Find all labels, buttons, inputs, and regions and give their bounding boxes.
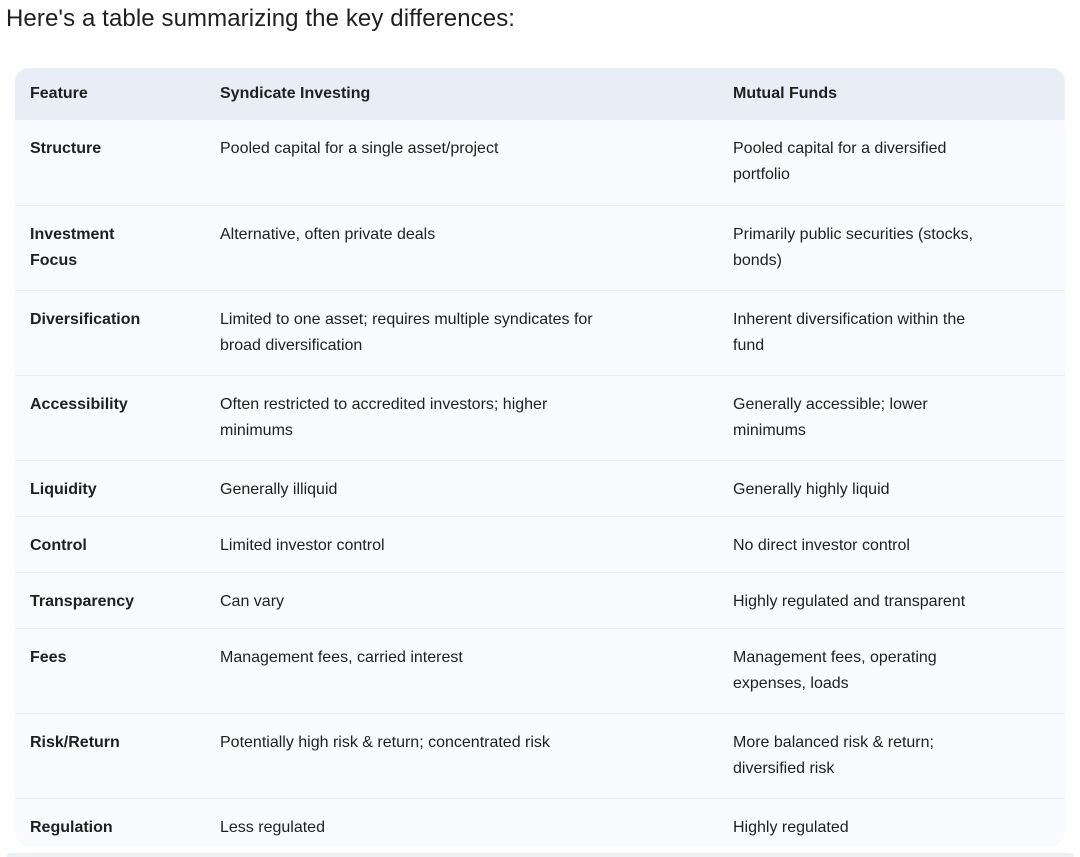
feature-cell: Control <box>30 537 87 554</box>
table-row: Diversification Limited to one asset; re… <box>15 290 1065 375</box>
table-row: Transparency Can vary Highly regulated a… <box>15 572 1065 628</box>
table-row: Control Limited investor control No dire… <box>15 516 1065 572</box>
syndicate-cell: Pooled capital for a single asset/projec… <box>220 140 499 157</box>
feature-cell: Regulation <box>30 819 113 836</box>
table-header-row: Feature Syndicate Investing Mutual Funds <box>15 68 1065 120</box>
table-row: Investment Focus Alternative, often priv… <box>15 205 1065 290</box>
mutual-funds-cell: Highly regulated and transparent <box>733 593 966 610</box>
table-row: Structure Pooled capital for a single as… <box>15 120 1065 205</box>
syndicate-cell: Management fees, carried interest <box>220 649 463 666</box>
syndicate-cell: Can vary <box>220 593 285 610</box>
feature-cell: Structure <box>30 140 102 157</box>
syndicate-cell: Less regulated <box>220 819 325 836</box>
feature-cell: Accessibility <box>30 396 128 413</box>
syndicate-cell: Limited investor control <box>220 537 385 554</box>
mutual-funds-cell: More balanced risk & return; diversified… <box>733 734 934 777</box>
feature-cell: Diversification <box>30 311 141 328</box>
column-header-mutual: Mutual Funds <box>733 85 837 102</box>
mutual-funds-cell: Highly regulated <box>733 819 849 836</box>
column-header-feature: Feature <box>30 85 88 102</box>
syndicate-cell: Alternative, often private deals <box>220 226 436 243</box>
mutual-funds-cell: Generally highly liquid <box>733 481 890 498</box>
mutual-funds-cell: Inherent diversification within the fund <box>733 311 966 354</box>
feature-cell: Fees <box>30 649 67 666</box>
mutual-funds-cell: Generally accessible; lower minimums <box>733 396 928 439</box>
cropped-block-below-edge <box>6 853 1074 857</box>
table-row: Liquidity Generally illiquid Generally h… <box>15 460 1065 516</box>
intro-text: Here's a table summarizing the key diffe… <box>6 5 516 32</box>
column-header-syndicate: Syndicate Investing <box>220 85 371 102</box>
table-row: Regulation Less regulated Highly regulat… <box>15 798 1065 846</box>
feature-cell: Risk/Return <box>30 734 120 751</box>
syndicate-cell: Generally illiquid <box>220 481 338 498</box>
feature-cell: Investment Focus <box>30 226 115 269</box>
mutual-funds-cell: Primarily public securities (stocks, bon… <box>733 226 974 269</box>
syndicate-cell: Limited to one asset; requires multiple … <box>220 311 593 354</box>
mutual-funds-cell: Management fees, operating expenses, loa… <box>733 649 937 692</box>
mutual-funds-cell: Pooled capital for a diversified portfol… <box>733 140 947 183</box>
syndicate-cell: Potentially high risk & return; concentr… <box>220 734 550 751</box>
mutual-funds-cell: No direct investor control <box>733 537 910 554</box>
table-row: Risk/Return Potentially high risk & retu… <box>15 713 1065 798</box>
feature-cell: Transparency <box>30 593 135 610</box>
syndicate-cell: Often restricted to accredited investors… <box>220 396 548 439</box>
table-row: Accessibility Often restricted to accred… <box>15 375 1065 460</box>
comparison-table: Feature Syndicate Investing Mutual Funds… <box>15 68 1065 846</box>
feature-cell: Liquidity <box>30 481 97 498</box>
table-row: Fees Management fees, carried interest M… <box>15 628 1065 713</box>
